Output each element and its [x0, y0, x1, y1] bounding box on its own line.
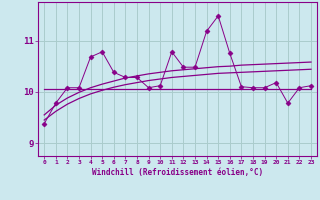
X-axis label: Windchill (Refroidissement éolien,°C): Windchill (Refroidissement éolien,°C)	[92, 168, 263, 177]
